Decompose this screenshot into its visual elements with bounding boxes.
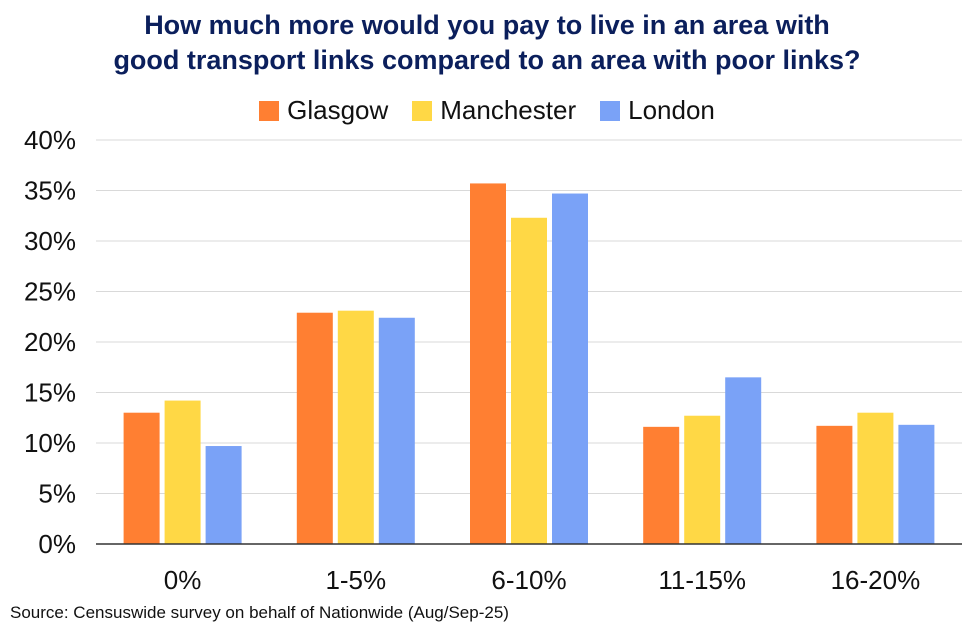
legend-swatch-manchester [412, 100, 433, 121]
bar-london [205, 446, 242, 544]
x-tick-label: 6-10% [491, 565, 566, 595]
chart-title-line1: How much more would you pay to live in a… [144, 10, 830, 40]
bar-manchester [684, 415, 721, 544]
x-tick-label: 0% [164, 565, 202, 595]
chart-title: How much more would you pay to live in a… [0, 8, 974, 78]
x-tick-label: 1-5% [325, 565, 386, 595]
x-tick-label: 16-20% [831, 565, 921, 595]
legend-label-manchester: Manchester [440, 95, 577, 125]
bar-glasgow [123, 412, 160, 544]
bar-glasgow [296, 312, 333, 544]
legend-item-glasgow: Glasgow [259, 95, 388, 126]
chart-title-line2: good transport links compared to an area… [113, 45, 861, 75]
bar-manchester [857, 412, 894, 544]
legend-item-london: London [600, 95, 715, 126]
bar-glasgow [470, 183, 506, 544]
bar-london [725, 377, 762, 544]
legend-swatch-glasgow [259, 100, 280, 121]
y-tick-label: 20% [24, 327, 76, 357]
bar-manchester [337, 310, 374, 544]
y-tick-label: 40% [24, 125, 76, 155]
legend-label-london: London [628, 95, 715, 125]
bar-london [898, 424, 935, 544]
y-tick-label: 5% [38, 479, 76, 509]
bar-manchester [511, 217, 547, 544]
bar-manchester [164, 400, 201, 544]
source-note: Source: Censuswide survey on behalf of N… [10, 603, 509, 622]
y-tick-label: 15% [24, 378, 76, 408]
legend-label-glasgow: Glasgow [287, 95, 389, 125]
y-tick-label: 0% [38, 529, 76, 559]
legend-item-manchester: Manchester [412, 95, 576, 126]
y-tick-label: 35% [24, 176, 76, 206]
legend-swatch-london [600, 100, 621, 121]
x-tick-label: 11-15% [658, 565, 746, 595]
bar-glasgow [816, 425, 853, 544]
y-tick-label: 30% [24, 226, 76, 256]
chart-legend: Glasgow Manchester London [0, 95, 974, 126]
y-tick-label: 25% [24, 277, 76, 307]
bar-glasgow [643, 426, 680, 544]
y-tick-label: 10% [24, 428, 76, 458]
bar-london [552, 193, 588, 544]
bar-london [378, 317, 415, 544]
